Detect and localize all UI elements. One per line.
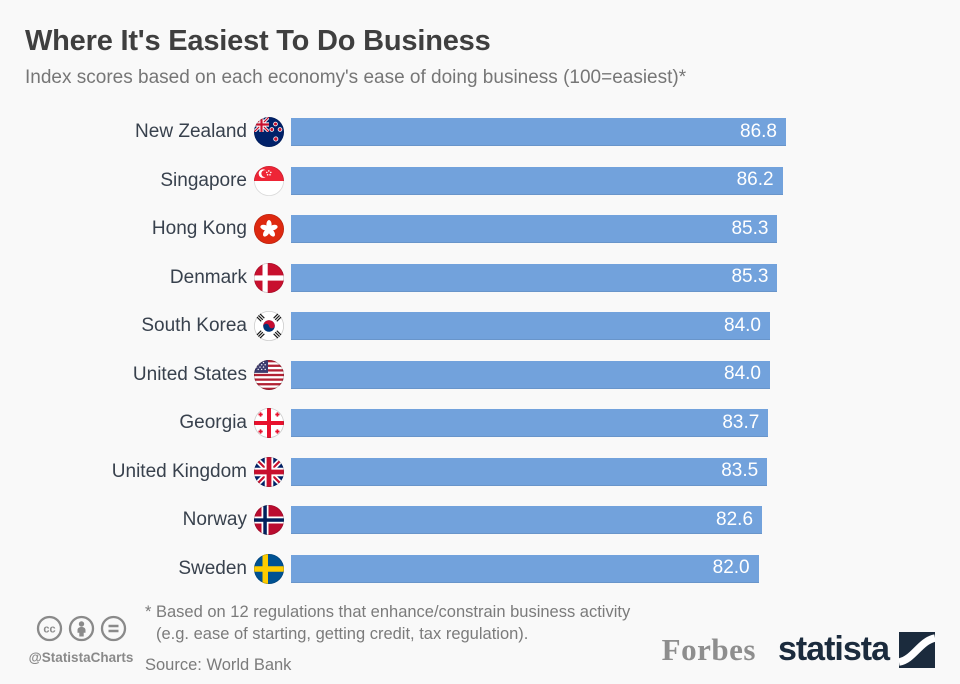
bar-track: 84.0	[291, 312, 786, 341]
flag-no-icon	[254, 505, 284, 536]
bar-row: South Korea 84.0	[0, 302, 960, 351]
page-title: Where It's Easiest To Do Business	[25, 25, 491, 57]
bar-row: Georgia 83.7	[0, 399, 960, 448]
bar: 83.7	[291, 409, 769, 438]
country-label: Norway	[182, 509, 247, 531]
bar-row: United Kingdom 83.5	[0, 448, 960, 497]
flag-us-icon	[254, 359, 284, 390]
flag-kr-icon	[254, 311, 284, 342]
bar-value-label: 83.5	[721, 460, 759, 482]
bar-value-label: 84.0	[724, 363, 761, 385]
bar-row: United States 84.0	[0, 351, 960, 400]
forbes-logo: Forbes	[661, 631, 756, 667]
source-text: Source: World Bank	[145, 655, 292, 674]
flag-gb-icon	[254, 456, 284, 487]
bar: 86.2	[291, 166, 783, 195]
header: Where It's Easiest To Do Business Index …	[0, 0, 960, 89]
bar-value-label: 85.3	[731, 217, 769, 239]
bar-row: New Zealand 86.8	[0, 108, 960, 157]
statista-logo: statista	[777, 630, 937, 669]
bar: 84.0	[291, 312, 770, 341]
flag-dk-icon	[254, 262, 284, 293]
bar: 85.3	[291, 215, 778, 244]
footnote-line-2: (e.g. ease of starting, getting credit, …	[156, 624, 529, 643]
license-icons: cc	[22, 615, 140, 647]
country-label: United States	[132, 363, 247, 385]
bar-value-label: 83.7	[722, 411, 760, 433]
bar-value-label: 82.6	[716, 508, 754, 530]
bar-value-label: 86.8	[740, 120, 777, 142]
bar-value-label: 84.0	[724, 314, 761, 336]
statista-handle: @StatistaCharts	[28, 650, 134, 665]
license-badges: cc @StatistaCharts	[22, 615, 140, 665]
bar-track: 82.6	[291, 506, 786, 535]
notes: * Based on 12 regulations that enhance/c…	[145, 602, 630, 676]
bar: 83.5	[291, 457, 768, 486]
page-subtitle: Index scores based on each economy's eas…	[25, 67, 687, 88]
flag-sg-icon	[254, 165, 284, 196]
bar-row: Sweden 82.0	[0, 545, 960, 594]
statista-wordmark: statista	[777, 630, 890, 668]
bar: 82.0	[291, 554, 759, 583]
cc-icon: cc	[36, 615, 63, 647]
flag-nz-icon	[254, 117, 284, 148]
country-label: Denmark	[169, 266, 247, 288]
bar-track: 85.3	[291, 263, 786, 292]
bar-track: 83.5	[291, 457, 786, 486]
bar-row: Singapore 86.2	[0, 157, 960, 206]
country-label: United Kingdom	[111, 460, 247, 482]
country-label: New Zealand	[135, 121, 247, 143]
country-label: Georgia	[179, 412, 247, 434]
attribution-icon	[68, 615, 95, 647]
bar-row: Denmark 85.3	[0, 254, 960, 303]
svg-text:cc: cc	[43, 624, 55, 636]
bar-value-label: 86.2	[736, 169, 774, 191]
bar-row: Norway 82.6	[0, 496, 960, 545]
country-label: Sweden	[178, 557, 247, 579]
bar-track: 84.0	[291, 360, 786, 389]
country-label: South Korea	[141, 315, 247, 337]
bar: 86.8	[291, 118, 786, 147]
bar-value-label: 82.0	[712, 557, 750, 579]
bar-chart: New Zealand 86.8 Singapore 86.2 Hong Kon…	[0, 108, 960, 593]
footnote-line-1: * Based on 12 regulations that enhance/c…	[145, 603, 631, 621]
no-derivatives-icon	[100, 615, 127, 647]
bar-track: 83.7	[291, 409, 786, 438]
bar-track: 85.3	[291, 215, 786, 244]
statista-logo-mark-icon	[897, 631, 937, 668]
bar-value-label: 85.3	[731, 266, 769, 288]
country-label: Hong Kong	[151, 218, 247, 240]
brand-logos: Forbes statista	[661, 630, 937, 669]
bar: 84.0	[291, 360, 770, 389]
bar-track: 82.0	[291, 554, 786, 583]
bar: 85.3	[291, 263, 778, 292]
footer: cc @StatistaCharts	[0, 595, 960, 684]
flag-hk-icon	[254, 214, 284, 245]
flag-ge-icon	[254, 408, 284, 439]
flag-se-icon	[254, 553, 284, 584]
bar-track: 86.8	[291, 118, 786, 147]
bar-row: Hong Kong 85.3	[0, 205, 960, 254]
bar-track: 86.2	[291, 166, 786, 195]
country-label: Singapore	[160, 169, 247, 191]
bar: 82.6	[291, 506, 763, 535]
